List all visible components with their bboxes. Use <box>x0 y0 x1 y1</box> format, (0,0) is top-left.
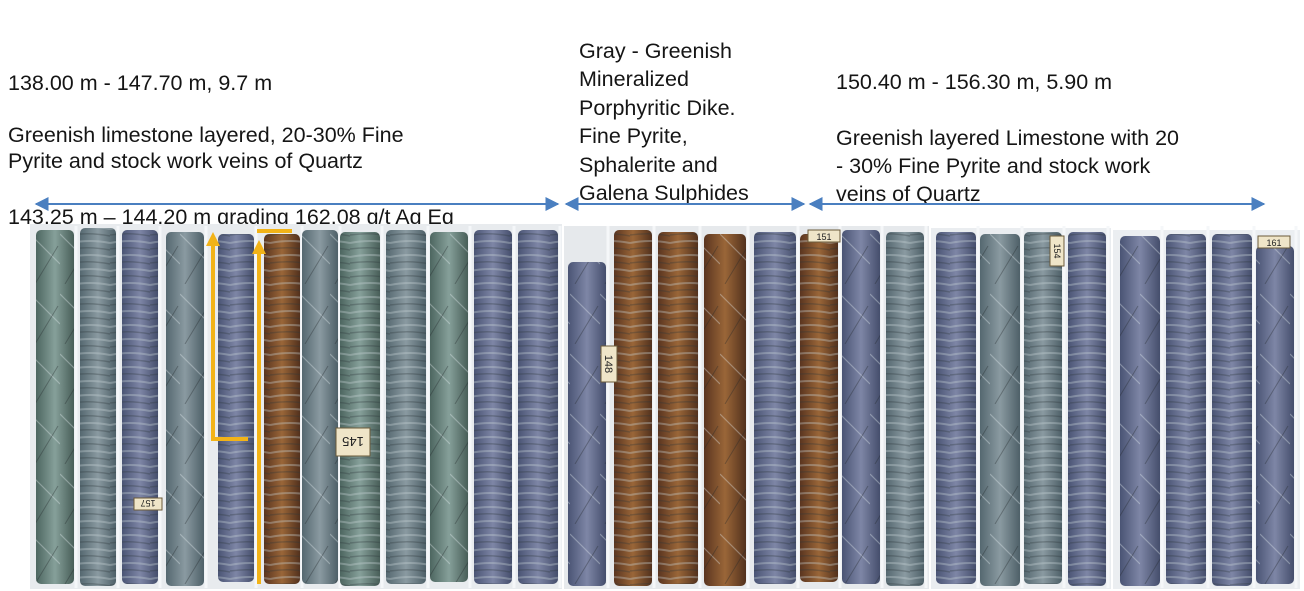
description-left: Greenish limestone layered, 20-30% Fine … <box>8 123 404 173</box>
core-tag-154: 154 <box>1049 235 1065 267</box>
core-texture <box>1068 232 1106 586</box>
core-texture <box>1120 236 1160 586</box>
core-texture <box>518 230 558 584</box>
core-texture <box>886 232 924 586</box>
core-texture <box>1212 234 1252 586</box>
core-texture <box>754 232 796 584</box>
core-texture <box>386 230 426 584</box>
interval-arrows <box>34 197 1266 211</box>
core-texture <box>800 234 838 582</box>
core-tag-157: 157 <box>133 497 163 511</box>
core-tag-145-text: 145 <box>342 434 364 449</box>
core-texture <box>122 230 158 584</box>
depth-label-right: 150.40 m - 156.30 m, 5.90 m <box>836 70 1113 94</box>
core-tag-157-text: 157 <box>140 498 155 508</box>
core-texture <box>1024 232 1062 584</box>
core-texture <box>80 228 116 586</box>
core-texture <box>568 262 606 586</box>
core-texture <box>704 234 746 586</box>
depth-label-left: 138.00 m - 147.70 m, 9.7 m <box>8 71 273 95</box>
core-tray-photo: 145 148 151 154 157 161 <box>30 224 1300 589</box>
core-texture <box>1256 246 1294 584</box>
core-tag-161-text: 161 <box>1266 238 1281 248</box>
core-tag-161: 161 <box>1257 235 1291 249</box>
core-texture <box>614 230 652 586</box>
core-tag-151-text: 151 <box>816 232 831 242</box>
interval-label-right: 150.40 m - 156.30 m, 5.90 m Greenish lay… <box>836 40 1296 208</box>
core-texture <box>658 232 698 584</box>
core-tag-154-text: 154 <box>1052 243 1062 258</box>
core-texture <box>166 232 204 586</box>
highlight-markers <box>206 229 292 584</box>
core-texture <box>936 232 976 584</box>
interval-label-left: 138.00 m - 147.70 m, 9.7 m Greenish lime… <box>8 44 568 256</box>
description-right: Greenish layered Limestone with 20 - 30%… <box>836 126 1179 206</box>
core-texture <box>36 230 74 584</box>
core-texture <box>1166 234 1206 584</box>
core-tag-148-text: 148 <box>602 355 614 373</box>
core-tag-148: 148 <box>600 345 618 383</box>
core-texture <box>264 234 300 584</box>
core-texture <box>474 230 512 584</box>
core-texture <box>980 234 1020 586</box>
core-texture <box>218 234 254 582</box>
core-texture <box>340 232 380 586</box>
core-texture <box>430 232 468 582</box>
core-texture <box>842 230 880 584</box>
core-texture <box>302 230 338 584</box>
core-tag-151: 151 <box>807 229 841 243</box>
core-tag-145: 145 <box>335 427 371 457</box>
